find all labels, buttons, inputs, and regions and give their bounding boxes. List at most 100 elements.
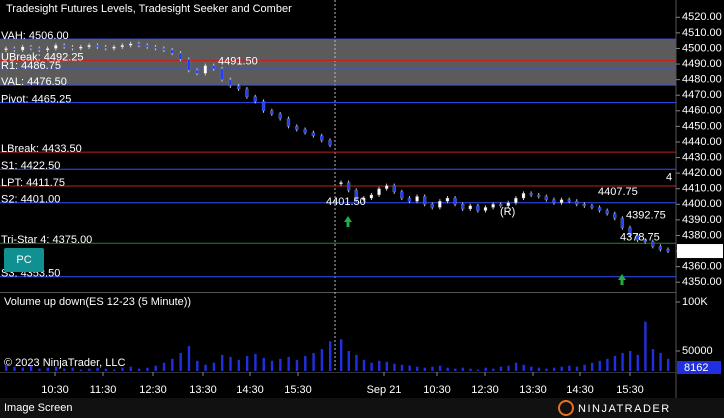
- volume-bar: [54, 366, 58, 371]
- y-tick-label: 4420.00: [682, 167, 722, 179]
- volume-bar: [469, 368, 472, 371]
- candle: [170, 49, 174, 54]
- volume-bar: [121, 367, 124, 371]
- volume-bar: [196, 360, 199, 371]
- volume-bar: [88, 368, 91, 371]
- volume-bar: [254, 353, 257, 371]
- volume-bar: [320, 349, 324, 371]
- x-tick-label: 10:30: [423, 384, 451, 396]
- candle: [228, 79, 232, 87]
- level-label: UBreak: 4492.25: [1, 51, 84, 63]
- candle: [559, 199, 564, 203]
- chart-title: Tradesight Futures Levels, Tradesight Se…: [6, 3, 292, 15]
- volume-bar: [129, 366, 133, 371]
- volume-bar: [154, 365, 157, 371]
- candle: [311, 132, 316, 136]
- y-tick-label: 4410.00: [682, 183, 722, 195]
- candle: [643, 239, 647, 242]
- volume-bar: [187, 346, 191, 371]
- volume-bar: [13, 366, 16, 371]
- volume-bar: [522, 364, 525, 371]
- volume-bar: [262, 357, 265, 371]
- y-tick-label: 4390.00: [682, 214, 722, 226]
- level-label: S2: 4401.00: [1, 194, 60, 206]
- candle: [461, 204, 465, 210]
- x-tick-label: 15:30: [616, 384, 644, 396]
- volume-bar: [385, 361, 389, 371]
- annotation: 4: [666, 172, 672, 184]
- volume-bar: [499, 366, 503, 371]
- annotation: 4491.50: [218, 56, 258, 68]
- volume-bar: [329, 341, 332, 371]
- candle: [45, 48, 50, 51]
- candle: [377, 188, 381, 196]
- level-label: LBreak: 4433.50: [1, 143, 82, 155]
- volume-bar: [212, 362, 216, 371]
- candle: [552, 199, 556, 203]
- pane-divider: [0, 372, 676, 373]
- volume-bar: [476, 369, 480, 371]
- candle: [499, 204, 503, 207]
- candle: [423, 196, 427, 205]
- candle: [104, 46, 108, 49]
- volume-bar: [423, 367, 427, 371]
- volume-bar: [560, 366, 563, 371]
- volume-bar: [400, 364, 404, 371]
- candle: [491, 204, 495, 208]
- candle: [597, 207, 602, 211]
- candle: [328, 140, 332, 146]
- volume-bar: [461, 367, 465, 371]
- candle: [286, 118, 291, 127]
- candle: [582, 204, 586, 207]
- annotation: 4407.75: [598, 186, 638, 198]
- volume-bar: [270, 360, 274, 371]
- volume-bar: [355, 354, 358, 371]
- volume-bar: [204, 364, 207, 371]
- annotation: 4378.75: [620, 231, 660, 243]
- volume-bar: [347, 351, 351, 371]
- volume-bar: [636, 354, 639, 371]
- volume-bar: [659, 352, 662, 371]
- x-tick-label: 11:30: [90, 384, 117, 396]
- volume-bar: [552, 367, 556, 371]
- candle: [95, 45, 100, 48]
- level-label: S1: 4422.50: [1, 160, 60, 172]
- pc-button-label[interactable]: PC: [16, 254, 31, 266]
- volume-bar: [245, 355, 249, 371]
- volume-bar: [438, 365, 442, 371]
- annotation: 4392.75: [626, 209, 666, 221]
- volume-bar: [287, 356, 290, 371]
- candle: [620, 218, 625, 228]
- candle: [37, 48, 41, 51]
- volume-bar: [575, 366, 579, 371]
- volume-bar: [431, 366, 434, 371]
- annotation: (R): [500, 206, 515, 218]
- volume-bar: [484, 367, 487, 371]
- x-tick-label: 12:30: [139, 384, 167, 396]
- candle: [20, 46, 25, 51]
- candle: [112, 46, 116, 49]
- x-tick-label: 14:30: [236, 384, 264, 396]
- last-price: 4370.00: [681, 245, 721, 257]
- candle: [62, 45, 66, 48]
- level-label: Tri-Star 4: 4375.00: [1, 234, 92, 246]
- volume-bar: [590, 362, 594, 371]
- level-label: R1: 4486.75: [1, 60, 61, 72]
- y-tick-label: 4450.00: [682, 120, 722, 132]
- volume-tick-label: 50000: [682, 345, 713, 357]
- candle: [613, 213, 617, 219]
- candle: [445, 197, 450, 202]
- volume-bar: [507, 365, 510, 371]
- volume-bar: [568, 365, 571, 371]
- volume-bar: [229, 356, 232, 371]
- y-tick-label: 4400.00: [682, 198, 722, 210]
- volume-bar: [79, 369, 83, 371]
- volume-last-box: [677, 361, 721, 374]
- footer-label: Image Screen: [4, 402, 72, 414]
- volume-bar: [606, 358, 609, 371]
- y-tick-label: 4440.00: [682, 136, 722, 148]
- candle: [178, 52, 183, 60]
- pc-button[interactable]: [4, 248, 44, 272]
- x-tick-label: 13:30: [519, 384, 547, 396]
- candle: [575, 201, 579, 205]
